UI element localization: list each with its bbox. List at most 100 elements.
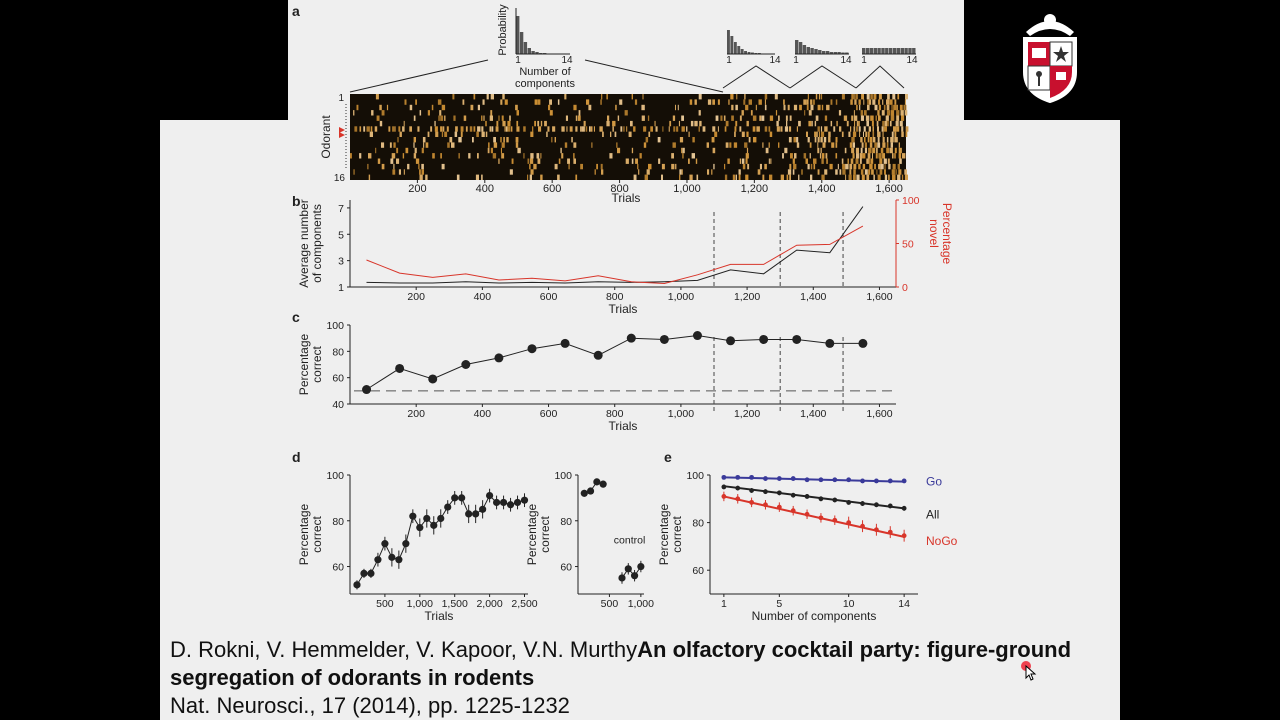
heatmap-cell [854,99,857,105]
heatmap-cell [850,99,853,105]
heatmap-cell [681,126,685,132]
heatmap-cell [843,115,848,121]
heatmap-cell [836,120,838,127]
heatmap-cell [890,137,894,143]
hist-bar [900,48,904,54]
heatmap-cell [470,104,474,111]
heatmap-cell [871,120,874,127]
heatmap-cell [818,131,820,137]
heatmap-cell [490,147,493,154]
heatmap-cell [764,163,767,170]
heatmap-cell [816,131,818,137]
heatmap-cell [641,104,645,111]
heatmap-cell [870,115,874,121]
y2-axis-label-line1: Percentage [940,203,954,265]
heatmap-cell [661,163,665,170]
y-axis-label-line2: correct [670,516,684,553]
heatmap-cell [359,153,362,159]
heatmap-cell [841,158,844,164]
heatmap-cell [717,99,720,105]
heatmap-xlabel: Trials [612,191,641,205]
heatmap-cell [573,153,575,159]
heatmap-cell [544,120,547,127]
heatmap-cell [868,169,871,175]
heatmap-cell [350,153,352,159]
x-tick-label: 10 [843,598,855,610]
heatmap-cell [790,153,793,159]
heatmap-cell [886,147,890,154]
heatmap-cell [591,142,593,148]
heatmap-cell [643,126,647,132]
heatmap-cell [880,163,884,170]
data-point [513,498,522,507]
hist-bar [802,45,807,54]
heatmap-cell [847,158,849,164]
heatmap-cell [883,158,887,164]
heatmap-cell [863,99,865,105]
panel-label-a: a [292,3,300,19]
heatmap-cell [788,137,792,143]
heatmap-cell [905,126,909,132]
x-tick-label: 1,200 [734,291,760,303]
heatmap-cell [738,169,741,175]
data-point [416,524,424,532]
heatmap-cell [465,126,468,132]
heatmap-cell [496,120,499,127]
heatmap-cell [696,174,699,180]
heatmap-cell [736,94,738,100]
heatmap-cell [815,94,818,100]
heatmap-cell [583,120,586,127]
heatmap-cell [601,94,603,100]
heatmap-cell [854,120,856,127]
data-point [381,540,389,548]
heatmap-cell [624,110,628,116]
heatmap-cell [720,115,723,121]
heatmap-cell [755,104,757,111]
heatmap-cell [681,115,684,121]
heatmap-cell [456,174,460,180]
heatmap-cell [890,110,895,116]
heatmap-cell [892,153,894,159]
y-axis-label-line1: Percentage [657,503,671,565]
data-point [818,496,824,502]
heatmap-cell [486,94,489,100]
heatmap-cell [469,126,473,132]
heatmap-cell [867,99,869,105]
hist-bar [523,42,528,54]
heatmap-cell [876,120,879,127]
heatmap-cell [723,115,726,121]
hist3-tick-max: 14 [840,55,852,66]
heatmap-cell [686,126,688,132]
heatmap-cell [711,169,713,175]
heatmap-cell [560,147,562,154]
heatmap-cell [793,163,797,170]
heatmap-cell [427,131,430,137]
heatmap-cell [527,158,529,164]
heatmap-cell [893,126,897,132]
x-tick-label: 1,500 [442,598,468,610]
heatmap-cell [724,126,727,132]
heatmap-xtick-label: 200 [408,183,426,195]
panel-a: a Probability 1 14 Number of components … [292,3,918,205]
heatmap-cell [830,99,833,105]
y-tick-label: 100 [326,470,344,482]
heatmap-cell [713,163,715,170]
heatmap-cell [796,126,798,132]
heatmap-cell [729,142,732,148]
data-point [506,501,515,509]
heatmap-cell [826,104,830,111]
data-point [825,338,835,348]
heatmap-cell [893,104,897,111]
heatmap-cell [458,137,462,143]
heatmap-cell [856,126,858,132]
heatmap-cell [851,115,854,121]
x-tick-label: 400 [474,408,492,420]
heatmap-cell [589,126,591,132]
heatmap-ylabel: Odorant [319,115,333,159]
heatmap-cell [490,94,494,100]
heatmap-cell [631,94,633,100]
data-point [792,334,802,344]
heatmap-cell [851,94,854,100]
x-tick-label: 14 [898,598,910,610]
heatmap-cell [889,120,892,127]
